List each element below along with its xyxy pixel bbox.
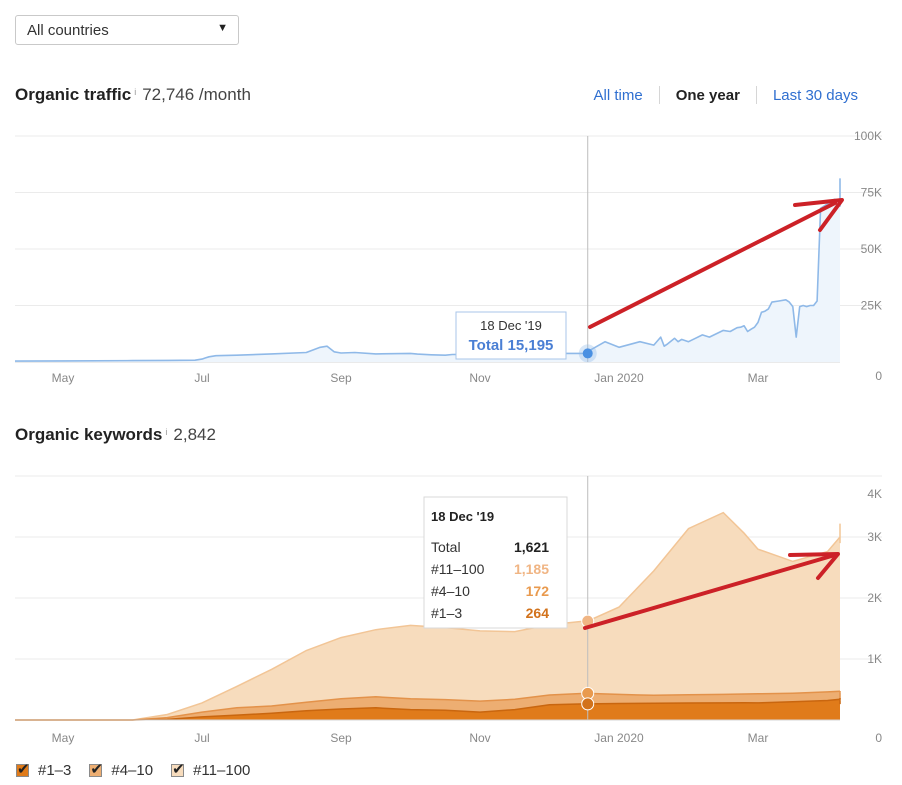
- checkbox-checked-icon[interactable]: [16, 760, 30, 778]
- tooltip-row-label: #1–3: [431, 605, 462, 621]
- legend-label: #1–3: [38, 762, 72, 779]
- x-tick-label: Jul: [194, 371, 209, 385]
- organic-traffic-chart[interactable]: 0 25K 50K 75K 100K May Jul Sep Nov Jan 2020 Mar 18 …: [0, 130, 902, 385]
- country-select-value: All countries: [27, 22, 109, 39]
- country-select[interactable]: All countries ▼: [15, 15, 239, 45]
- tooltip-box: [423, 496, 568, 629]
- traffic-gridlines: [15, 135, 882, 306]
- info-icon[interactable]: i: [165, 427, 168, 437]
- checkbox-checked-icon[interactable]: [171, 760, 185, 778]
- range-all-time[interactable]: All time: [593, 86, 643, 104]
- y-tick-label: 25K: [861, 299, 882, 313]
- chevron-down-icon: ▼: [217, 22, 228, 34]
- x-tick-label: Mar: [748, 731, 769, 745]
- y-tick-label: 0: [875, 731, 882, 745]
- range-one-year[interactable]: One year: [675, 86, 740, 104]
- tooltip-row-value: 1,185: [514, 561, 549, 577]
- x-tick-label: Jan 2020: [594, 731, 644, 745]
- legend-item-4-10[interactable]: #4–10: [89, 760, 154, 779]
- x-tick-label: Jul: [194, 731, 209, 745]
- y-tick-label: 4K: [867, 487, 882, 501]
- x-tick-label: Jan 2020: [594, 371, 644, 385]
- tooltip-row-label: Total: [431, 539, 461, 555]
- range-last-30-days[interactable]: Last 30 days: [772, 86, 858, 104]
- time-range-selector: All time One year Last 30 days: [594, 86, 858, 104]
- trend-arrow-icon: [583, 553, 837, 630]
- y-tick-label: 75K: [861, 186, 882, 200]
- trend-arrow-icon: [588, 201, 837, 329]
- organic-traffic-title: Organic traffic i 72,746 /month: [15, 85, 251, 105]
- keywords-legend: #1–3 #4–10 #11–100: [16, 760, 268, 779]
- legend-item-11-100[interactable]: #11–100: [171, 760, 251, 779]
- keywords-tooltip: 18 Dec '19 Total 1,621 #11–100 1,185 #4–10 172…: [423, 496, 568, 629]
- range-divider: [755, 86, 757, 104]
- x-tick-label: Nov: [469, 371, 490, 385]
- traffic-tooltip: 18 Dec '19 Total 15,195: [455, 311, 567, 360]
- tooltip-date: 18 Dec '19: [431, 509, 494, 524]
- organic-keywords-value: 2,842: [173, 425, 216, 444]
- y-tick-label: 0: [875, 369, 882, 383]
- y-tick-label: 3K: [867, 530, 882, 544]
- organic-traffic-value: 72,746 /month: [142, 85, 251, 104]
- tooltip-row-label: #11–100: [431, 561, 485, 577]
- info-icon[interactable]: i: [134, 87, 137, 97]
- x-tick-label: Sep: [330, 371, 352, 385]
- y-tick-label: 50K: [861, 242, 882, 256]
- tooltip-box: [455, 311, 567, 360]
- x-tick-label: May: [52, 371, 75, 385]
- hover-point-1-3: [581, 697, 595, 711]
- organic-keywords-chart[interactable]: 0 1K 2K 3K 4K May Jul Sep Nov Jan 2020 Mar 18 Dec '…: [0, 470, 902, 745]
- traffic-area: [15, 178, 840, 362]
- tooltip-row-value: 264: [526, 605, 550, 621]
- tooltip-date: 18 Dec '19: [480, 318, 542, 333]
- x-tick-label: Mar: [748, 371, 769, 385]
- x-tick-label: Nov: [469, 731, 490, 745]
- hover-point: [582, 348, 593, 359]
- legend-label: #11–100: [193, 762, 251, 779]
- tooltip-row-value: 172: [526, 583, 550, 599]
- x-tick-label: May: [52, 731, 75, 745]
- y-tick-label: 2K: [867, 591, 882, 605]
- checkbox-checked-icon[interactable]: [89, 760, 103, 778]
- tooltip-value: Total 15,195: [469, 337, 554, 354]
- series-area-11-100: [15, 512, 840, 720]
- organic-traffic-label: Organic traffic: [15, 85, 132, 104]
- tooltip-row-value: 1,621: [514, 539, 549, 555]
- range-divider: [658, 86, 660, 104]
- organic-keywords-label: Organic keywords: [15, 425, 163, 444]
- trend-arrowhead-icon: [788, 552, 840, 580]
- traffic-line: [14, 178, 841, 362]
- organic-keywords-title: Organic keywords i 2,842: [15, 425, 216, 445]
- legend-item-1-3[interactable]: #1–3: [16, 760, 72, 779]
- trend-arrowhead-icon: [793, 198, 844, 232]
- x-tick-label: Sep: [330, 731, 352, 745]
- y-tick-label: 100K: [854, 130, 882, 143]
- y-tick-label: 1K: [867, 652, 882, 666]
- legend-label: #4–10: [111, 762, 154, 779]
- tooltip-row-label: #4–10: [431, 583, 470, 599]
